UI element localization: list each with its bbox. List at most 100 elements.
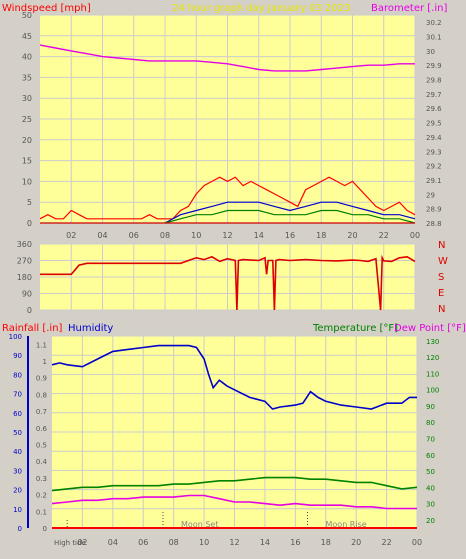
barometer-tick-label: 30.2	[426, 19, 442, 27]
humidity-tick-label: 60	[13, 410, 22, 418]
barometer-tick-label: 28.8	[426, 220, 442, 228]
x-tick-label: 10	[191, 231, 201, 240]
x-tick-label: 18	[316, 231, 326, 240]
humidity-tick-label: 30	[13, 467, 22, 475]
windspeed-tick-label: 45	[22, 32, 32, 41]
x-tick-label: 06	[129, 231, 139, 240]
barometer-axis-label: Barometer [.in]	[371, 3, 447, 14]
x-tick-label: 02	[77, 538, 87, 547]
rainfall-ticks: 0 0.1 0.2 0.3 0.4 0.5 0.6 0.7 0.8 0.9 1 1.1	[36, 341, 48, 533]
series-line-wind-average	[164, 209, 416, 224]
barometer-tick-label: 29	[426, 191, 435, 199]
rainfall-tick-label: 0.8	[36, 391, 47, 399]
humidity-ticks: 0 10 20 30 40 50 60 70 80 90 100	[9, 333, 22, 533]
barometer-tick-label: 30.1	[426, 34, 442, 42]
rainfall-axis-label: Rainfall [.in]	[2, 323, 63, 334]
rainfall-tick-label: 0.9	[36, 375, 47, 383]
windspeed-tick-label: 25	[22, 115, 32, 124]
compass-label: W	[438, 256, 448, 267]
temperature-tick-label: 30	[426, 501, 435, 509]
barometer-ticks: 28.8 28.9 29 29.1 29.2 29.3 29.4 29.5 29.6 29.7 29…	[426, 19, 442, 228]
rainfall-tick-label: 0.1	[36, 508, 47, 516]
x-tick-label: 00	[410, 231, 420, 240]
series-line-dew-point	[51, 494, 417, 510]
temperature-axis-label: Temperature [°F]	[312, 323, 398, 334]
barometer-tick-label: 29.7	[426, 91, 442, 99]
temperature-ticks: 20 30 40 50 60 70 80 90 100 110 120 130	[426, 338, 439, 525]
windspeed-tick-label: 30	[22, 94, 32, 103]
wind-direction-series	[40, 254, 416, 311]
barometer-tick-label: 29.1	[426, 177, 442, 185]
barometer-tick-label: 29.4	[426, 134, 442, 142]
windspeed-tick-label: 15	[22, 157, 32, 166]
windspeed-tick-label: 40	[22, 53, 32, 62]
annotation-label: Moon Rise	[326, 520, 367, 529]
humidity-axis-label: Humidity	[68, 323, 113, 334]
humidity-tick-label: 50	[13, 429, 22, 437]
humidity-tick-label: 0	[18, 525, 22, 533]
barometer-tick-label: 29.6	[426, 105, 442, 113]
humidity-tick-label: 80	[13, 371, 22, 379]
wind-baro-grid	[40, 14, 416, 224]
compass-label: E	[438, 288, 444, 299]
compass-label: N	[438, 240, 445, 251]
rainfall-tick-label: 1.1	[36, 341, 47, 349]
x-tick-label: 02	[66, 231, 76, 240]
windspeed-tick-label: 0	[27, 219, 32, 228]
x-tick-label: 10	[199, 538, 209, 547]
wind-baro-x-ticks: 02 04 06 08 10 12 14 16 18 20 22 00	[66, 231, 420, 240]
series-line-temperature	[51, 476, 418, 492]
windspeed-tick-label: 10	[22, 177, 32, 186]
compass-label: N	[438, 304, 445, 315]
x-tick-label: 12	[229, 538, 239, 547]
x-tick-label: 16	[285, 231, 295, 240]
temperature-tick-label: 60	[426, 452, 435, 460]
humidity-tick-label: 100	[9, 333, 22, 341]
temperature-tick-label: 120	[426, 354, 439, 362]
rainfall-tick-label: 0	[43, 525, 47, 533]
x-tick-label: 04	[97, 231, 107, 240]
x-tick-label: 00	[412, 538, 422, 547]
x-tick-label: 06	[138, 538, 148, 547]
rain-humidity-x-ticks: 02 04 06 08 10 12 14 16 18 20 22 00	[77, 538, 422, 547]
x-tick-label: 12	[222, 231, 232, 240]
humidity-tick-label: 20	[13, 487, 22, 495]
temperature-tick-label: 80	[426, 419, 435, 427]
temperature-tick-label: 70	[426, 436, 435, 444]
humidity-tick-label: 70	[13, 391, 22, 399]
wind-baro-series	[39, 44, 416, 224]
barometer-tick-label: 29.5	[426, 120, 442, 128]
series-line-barometer	[39, 44, 415, 72]
temperature-tick-label: 50	[426, 468, 435, 476]
dewpoint-axis-label: Dew Point [°F]	[394, 323, 466, 334]
series-line-wind-gust	[39, 176, 416, 220]
annotation-label: Moon Set	[181, 520, 218, 529]
direction-tick-label: 270	[17, 257, 32, 266]
humidity-tick-label: 40	[13, 448, 22, 456]
series-line-wind-direction-max	[164, 201, 416, 224]
x-tick-label: 18	[321, 538, 331, 547]
wind-direction-ticks: 0 90 180 270 360	[17, 240, 32, 315]
x-tick-label: 14	[260, 538, 270, 547]
temperature-tick-label: 100	[426, 387, 439, 395]
humidity-tick-label: 90	[13, 352, 22, 360]
temperature-tick-label: 40	[426, 484, 435, 492]
x-tick-label: 04	[108, 538, 118, 547]
x-tick-label: 16	[290, 538, 300, 547]
x-tick-label: 08	[169, 538, 179, 547]
x-tick-label: 22	[379, 231, 389, 240]
barometer-tick-label: 30	[426, 48, 435, 56]
x-tick-label: 08	[160, 231, 170, 240]
direction-tick-label: 360	[17, 240, 32, 249]
x-tick-label: 20	[351, 538, 361, 547]
direction-tick-label: 0	[27, 306, 32, 315]
rainfall-tick-label: 0.6	[36, 425, 48, 433]
temperature-tick-label: 20	[426, 517, 435, 525]
rainfall-tick-label: 1	[43, 358, 47, 366]
rain-humidity-series	[51, 344, 418, 529]
annotation-label: High tide	[54, 539, 86, 547]
series-line-humidity	[51, 344, 417, 410]
